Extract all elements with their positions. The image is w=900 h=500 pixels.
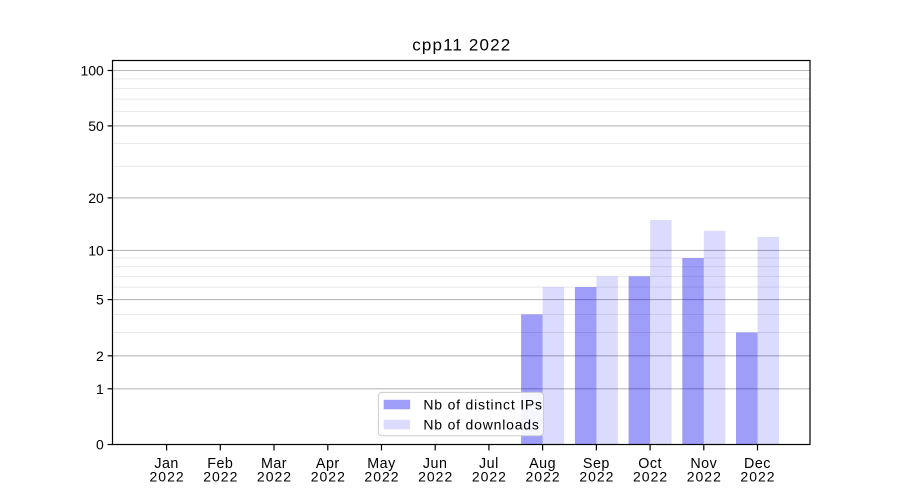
svg-text:2022: 2022: [687, 469, 722, 485]
svg-text:2022: 2022: [633, 469, 668, 485]
svg-text:Feb: Feb: [207, 456, 233, 472]
svg-text:2022: 2022: [526, 469, 561, 485]
svg-text:0: 0: [96, 437, 104, 453]
svg-text:5: 5: [96, 292, 104, 308]
svg-text:2: 2: [96, 348, 104, 364]
svg-text:Dec: Dec: [744, 456, 771, 472]
svg-text:2022: 2022: [740, 469, 775, 485]
svg-text:2022: 2022: [472, 469, 507, 485]
svg-text:20: 20: [88, 190, 104, 206]
svg-text:Jul: Jul: [479, 456, 499, 472]
svg-text:cpp11 2022: cpp11 2022: [412, 35, 511, 54]
svg-text:2022: 2022: [418, 469, 453, 485]
svg-text:Apr: Apr: [316, 456, 340, 472]
svg-text:2022: 2022: [311, 469, 346, 485]
svg-text:Nb of downloads: Nb of downloads: [423, 417, 539, 433]
svg-text:2022: 2022: [203, 469, 238, 485]
svg-text:50: 50: [88, 118, 104, 134]
svg-text:2022: 2022: [257, 469, 292, 485]
svg-text:Jun: Jun: [423, 456, 448, 472]
svg-text:Aug: Aug: [529, 456, 556, 472]
svg-text:Jan: Jan: [154, 456, 179, 472]
svg-text:100: 100: [80, 63, 104, 79]
svg-text:2022: 2022: [579, 469, 614, 485]
svg-text:Nov: Nov: [690, 456, 717, 472]
svg-text:May: May: [367, 456, 396, 472]
svg-text:1: 1: [96, 381, 104, 397]
svg-text:Sep: Sep: [583, 456, 610, 472]
svg-text:Mar: Mar: [261, 456, 287, 472]
svg-text:10: 10: [88, 242, 104, 258]
svg-text:Oct: Oct: [638, 456, 662, 472]
svg-text:2022: 2022: [150, 469, 185, 485]
svg-text:Nb of distinct IPs: Nb of distinct IPs: [423, 397, 542, 413]
svg-text:2022: 2022: [364, 469, 399, 485]
